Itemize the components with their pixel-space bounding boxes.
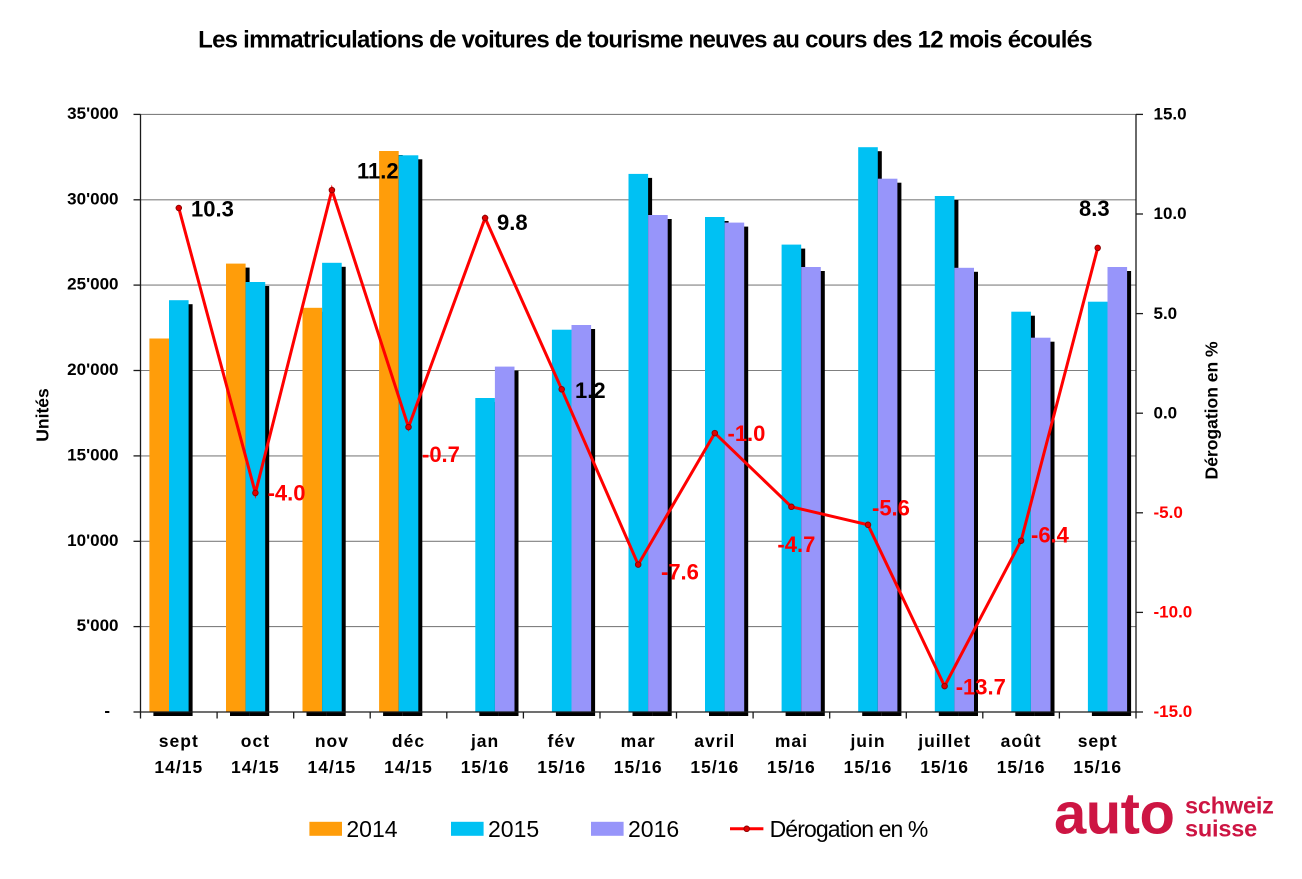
svg-text:14/15: 14/15 [384, 757, 433, 777]
svg-text:30'000: 30'000 [67, 189, 118, 208]
svg-text:-1.0: -1.0 [728, 421, 766, 446]
svg-text:15/16: 15/16 [1073, 757, 1122, 777]
svg-text:suisse: suisse [1185, 816, 1257, 842]
svg-text:1.2: 1.2 [575, 378, 606, 403]
svg-text:8.3: 8.3 [1079, 196, 1110, 221]
svg-text:-4.0: -4.0 [268, 480, 306, 505]
svg-text:15/16: 15/16 [614, 757, 663, 777]
svg-text:-5.6: -5.6 [872, 496, 910, 521]
svg-text:9.8: 9.8 [497, 210, 528, 235]
svg-text:oct: oct [241, 731, 270, 751]
svg-text:sept: sept [159, 731, 199, 751]
svg-text:2015: 2015 [488, 816, 539, 842]
svg-text:10'000: 10'000 [67, 531, 118, 550]
svg-text:mar: mar [621, 731, 656, 751]
svg-text:juin: juin [849, 731, 885, 751]
svg-text:juillet: juillet [917, 731, 971, 751]
svg-text:déc: déc [392, 731, 425, 751]
svg-text:15/16: 15/16 [690, 757, 739, 777]
svg-text:14/15: 14/15 [154, 757, 203, 777]
svg-text:15.0: 15.0 [1154, 105, 1187, 124]
svg-text:2016: 2016 [628, 816, 679, 842]
svg-text:-10.0: -10.0 [1154, 603, 1193, 622]
svg-text:auto: auto [1054, 782, 1174, 847]
svg-text:Les immatriculations de voitur: Les immatriculations de voitures de tour… [198, 27, 1092, 54]
svg-text:15/16: 15/16 [537, 757, 586, 777]
svg-text:20'000: 20'000 [67, 360, 118, 379]
svg-text:jan: jan [470, 731, 499, 751]
svg-text:-0.7: -0.7 [422, 442, 460, 467]
svg-text:10.3: 10.3 [191, 197, 234, 222]
svg-text:schweiz: schweiz [1185, 793, 1274, 819]
svg-text:2014: 2014 [346, 816, 397, 842]
svg-text:14/15: 14/15 [308, 757, 357, 777]
svg-text:-7.6: -7.6 [661, 560, 699, 585]
svg-text:14/15: 14/15 [231, 757, 280, 777]
svg-text:15/16: 15/16 [461, 757, 510, 777]
svg-text:11.2: 11.2 [357, 159, 399, 184]
svg-text:15/16: 15/16 [997, 757, 1046, 777]
svg-text:15/16: 15/16 [767, 757, 816, 777]
svg-text:35'000: 35'000 [67, 104, 118, 123]
svg-text:-15.0: -15.0 [1154, 702, 1193, 721]
svg-text:-: - [104, 702, 110, 721]
svg-text:25'000: 25'000 [67, 275, 118, 294]
svg-text:Dérogation en %: Dérogation en % [770, 816, 928, 842]
svg-text:Dérogation en %: Dérogation en % [1202, 341, 1222, 480]
svg-text:0.0: 0.0 [1154, 403, 1178, 422]
svg-text:-6.4: -6.4 [1031, 523, 1070, 548]
svg-text:5'000: 5'000 [77, 616, 119, 635]
svg-text:-13.7: -13.7 [956, 675, 1006, 700]
svg-text:-4.7: -4.7 [777, 532, 815, 557]
svg-text:Unités: Unités [33, 388, 53, 442]
svg-text:-5.0: -5.0 [1154, 503, 1183, 522]
svg-text:10.0: 10.0 [1154, 204, 1187, 223]
svg-text:15/16: 15/16 [920, 757, 969, 777]
svg-text:nov: nov [315, 731, 349, 751]
svg-text:15/16: 15/16 [844, 757, 893, 777]
svg-text:août: août [1001, 731, 1042, 751]
svg-text:5.0: 5.0 [1154, 304, 1178, 323]
svg-text:mai: mai [775, 731, 808, 751]
svg-text:fév: fév [548, 731, 576, 751]
svg-text:sept: sept [1078, 731, 1118, 751]
svg-text:15'000: 15'000 [67, 446, 118, 465]
svg-text:avril: avril [694, 731, 735, 751]
